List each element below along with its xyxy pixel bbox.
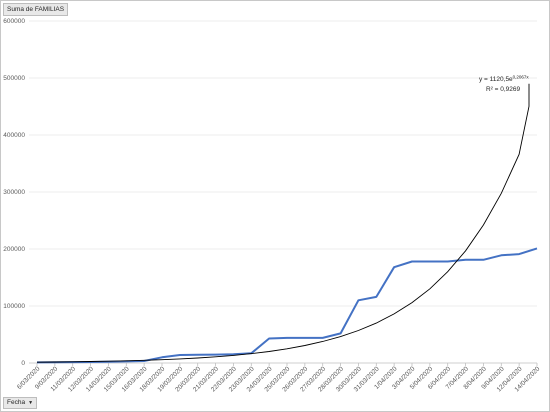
- y-tick-label: 400000: [3, 132, 25, 139]
- y-tick-label: 100000: [3, 303, 25, 310]
- trendline-exponential: [36, 83, 530, 363]
- dropdown-arrow-icon: ▼: [28, 400, 34, 406]
- trendline-r2: R² = 0,9269: [486, 86, 521, 93]
- y-tick-label: 0: [21, 360, 25, 367]
- series-line-familias: [36, 247, 538, 364]
- trendline-equation: y = 1120,5e0,2067x: [479, 75, 529, 84]
- value-field-button[interactable]: Suma de FAMILIAS: [3, 3, 69, 16]
- axis-field-button[interactable]: Fecha ▼: [3, 397, 38, 409]
- y-tick-label: 600000: [3, 18, 25, 25]
- y-tick-label: 500000: [3, 75, 25, 82]
- y-tick-label: 200000: [3, 246, 25, 253]
- y-tick-label: 300000: [3, 189, 25, 196]
- axis-field-label: Fecha: [7, 399, 26, 406]
